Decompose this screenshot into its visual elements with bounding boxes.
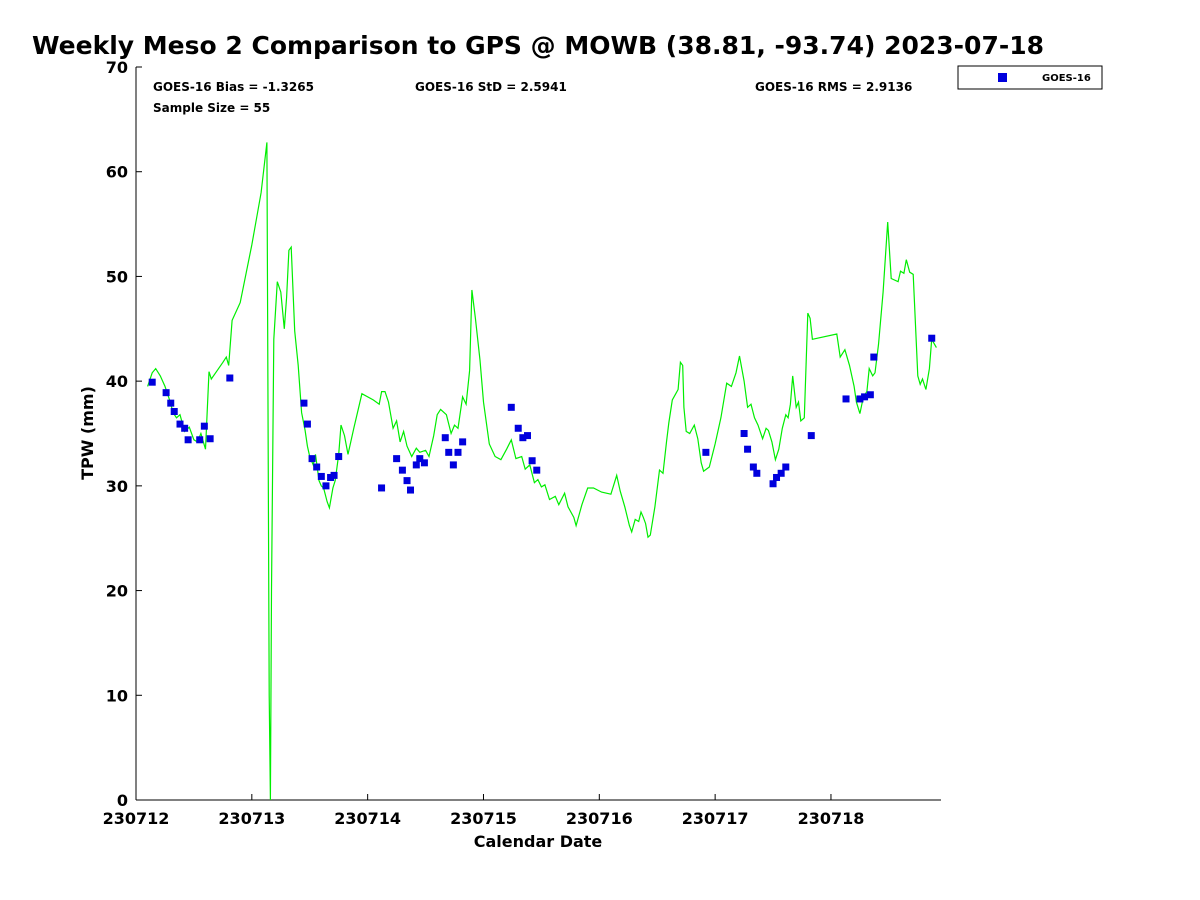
goes16-data-point bbox=[769, 480, 777, 488]
goes16-data-point bbox=[226, 374, 234, 382]
goes16-data-point bbox=[420, 459, 428, 467]
goes16-data-point bbox=[749, 463, 757, 471]
goes16-data-point bbox=[507, 403, 515, 411]
legend-box bbox=[957, 65, 1103, 90]
goes16-data-point bbox=[777, 469, 785, 477]
goes16-data-point bbox=[441, 434, 449, 442]
goes16-data-point bbox=[753, 469, 761, 477]
goes16-data-point bbox=[861, 393, 869, 401]
goes16-data-point bbox=[412, 461, 420, 469]
goes16-data-point bbox=[176, 420, 184, 428]
x-tick-label: 230714 bbox=[334, 809, 401, 828]
chart-title: Weekly Meso 2 Comparison to GPS @ MOWB (… bbox=[32, 31, 1044, 60]
x-tick-label: 230712 bbox=[103, 809, 170, 828]
goes16-data-point bbox=[528, 457, 536, 465]
goes16-data-point bbox=[416, 455, 424, 463]
goes16-data-point bbox=[378, 484, 386, 492]
y-tick-label: 70 bbox=[106, 58, 128, 77]
goes16-data-point bbox=[740, 430, 748, 437]
goes16-data-point bbox=[330, 471, 338, 479]
goes16-data-point bbox=[842, 395, 850, 403]
goes16-data-point bbox=[303, 420, 311, 428]
goes16-data-point bbox=[928, 334, 936, 342]
stat-sample-size: Sample Size = 55 bbox=[153, 101, 270, 115]
legend: GOES-16 bbox=[957, 65, 1103, 90]
x-axis-ticks: 230712 230713 230714 230715 230716 230717 2307… bbox=[103, 794, 865, 828]
goes16-data-point bbox=[403, 477, 411, 485]
stat-rms: GOES-16 RMS = 2.9136 bbox=[755, 80, 912, 94]
goes16-data-point bbox=[313, 463, 321, 471]
goes16-data-point bbox=[317, 472, 325, 480]
plot-area bbox=[136, 67, 941, 800]
goes16-data-point bbox=[533, 466, 541, 474]
legend-marker-goes16 bbox=[998, 73, 1007, 82]
y-tick-label: 30 bbox=[106, 477, 128, 496]
gps-series-line bbox=[147, 142, 937, 801]
goes16-data-point bbox=[308, 455, 316, 463]
goes16-data-point bbox=[206, 435, 214, 443]
y-tick-label: 40 bbox=[106, 372, 128, 391]
goes16-data-point bbox=[459, 438, 467, 446]
x-tick-label: 230713 bbox=[218, 809, 285, 828]
goes16-data-point bbox=[322, 482, 330, 490]
goes16-data-point bbox=[782, 463, 790, 471]
goes16-data-point bbox=[445, 448, 453, 456]
x-tick-label: 230717 bbox=[682, 809, 749, 828]
y-axis-label: TPW (mm) bbox=[78, 386, 97, 480]
goes16-data-point bbox=[870, 353, 878, 361]
y-tick-label: 60 bbox=[106, 163, 128, 182]
goes16-data-point bbox=[702, 448, 710, 456]
y-tick-label: 50 bbox=[106, 267, 128, 286]
x-axis-label: Calendar Date bbox=[474, 832, 603, 851]
goes16-data-point bbox=[454, 448, 462, 456]
x-tick-label: 230715 bbox=[450, 809, 517, 828]
goes16-data-point bbox=[807, 432, 815, 440]
goes16-data-point bbox=[167, 399, 175, 407]
goes16-data-point bbox=[196, 436, 204, 444]
goes16-data-point bbox=[514, 424, 522, 432]
goes16-data-point bbox=[449, 461, 457, 469]
goes16-data-point bbox=[523, 432, 531, 440]
goes16-data-point bbox=[181, 424, 189, 432]
goes16-data-point bbox=[856, 395, 864, 403]
goes16-data-point bbox=[744, 445, 752, 453]
goes16-data-point bbox=[407, 486, 415, 494]
stat-bias: GOES-16 Bias = -1.3265 bbox=[153, 80, 314, 94]
goes16-data-point bbox=[519, 434, 527, 442]
goes16-data-point bbox=[300, 399, 308, 407]
goes16-data-point bbox=[148, 378, 156, 386]
goes16-data-point bbox=[184, 436, 192, 444]
x-tick-label: 230716 bbox=[566, 809, 633, 828]
goes16-data-point bbox=[866, 391, 874, 399]
goes16-data-point bbox=[162, 389, 170, 397]
x-tick-label: 230718 bbox=[798, 809, 865, 828]
goes16-data-point bbox=[393, 455, 401, 463]
stat-std: GOES-16 StD = 2.5941 bbox=[415, 80, 567, 94]
goes16-data-point bbox=[335, 453, 343, 461]
y-tick-label: 20 bbox=[106, 582, 128, 601]
goes16-data-point bbox=[773, 473, 781, 481]
y-axis-ticks: 0 10 20 30 40 50 60 70 bbox=[106, 58, 142, 810]
y-tick-label: 0 bbox=[117, 791, 128, 810]
goes16-data-point bbox=[200, 422, 208, 430]
series-layer bbox=[147, 142, 937, 801]
legend-label-goes16: GOES-16 bbox=[1042, 73, 1091, 84]
goes16-data-point bbox=[398, 466, 406, 474]
goes16-data-point bbox=[170, 408, 178, 416]
y-tick-label: 10 bbox=[106, 686, 128, 705]
